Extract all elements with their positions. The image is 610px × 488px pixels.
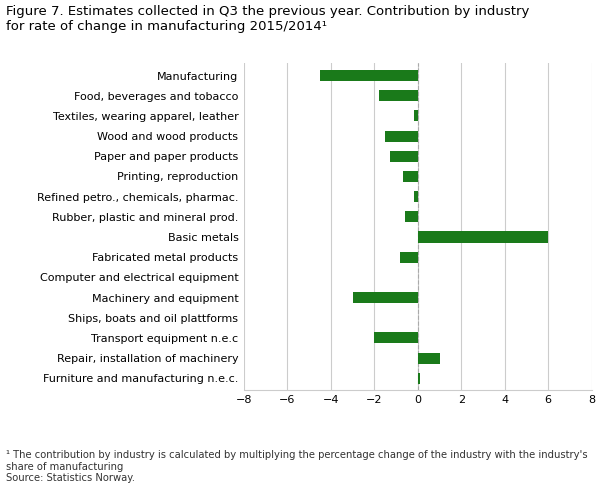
Bar — [414, 110, 418, 122]
Bar — [400, 252, 418, 263]
Bar — [390, 151, 418, 162]
Bar — [418, 373, 420, 384]
Bar — [403, 171, 418, 182]
Bar — [375, 332, 418, 344]
Bar — [379, 90, 418, 102]
Bar — [405, 211, 418, 223]
Bar — [418, 231, 548, 243]
Bar — [353, 292, 418, 303]
Bar — [414, 191, 418, 202]
Text: ¹ The contribution by industry is calculated by multiplying the percentage chang: ¹ The contribution by industry is calcul… — [6, 450, 587, 483]
Bar — [386, 131, 418, 142]
Bar — [320, 70, 418, 81]
Text: Figure 7. Estimates collected in Q3 the previous year. Contribution by industry
: Figure 7. Estimates collected in Q3 the … — [6, 5, 529, 33]
Bar — [418, 352, 440, 364]
